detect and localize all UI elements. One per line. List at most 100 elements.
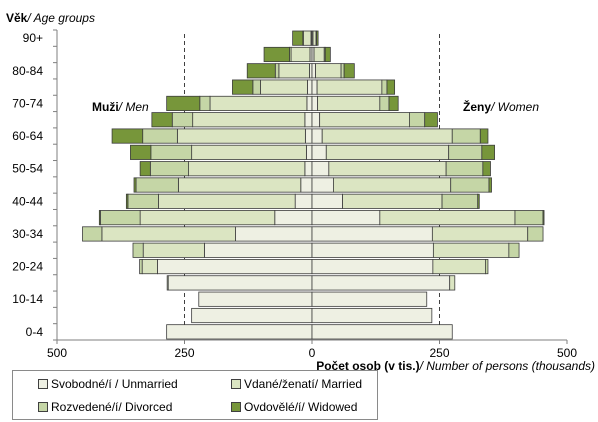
bar-men-75-79-s3: [232, 79, 254, 95]
y-tick-label: 30-34: [12, 227, 43, 241]
x-axis-title: Počet osob (v tis.)/ Number of persons (…: [316, 359, 595, 373]
bar-men-70-74-s2: [199, 95, 211, 111]
bar-men-10-14-s0: [198, 291, 313, 307]
bar-women-25-29-s2: [508, 242, 520, 258]
y-tick-label: 20-24: [12, 260, 43, 274]
bar-men-60-64-s1: [176, 128, 306, 144]
bar-women-80-84-s1: [315, 63, 342, 79]
legend-label-divorced: Rozvedené/í/ Divorced: [51, 400, 173, 414]
bar-women-15-19-s0: [311, 275, 451, 291]
bar-women-65-69-s1: [319, 112, 410, 128]
bar-men-15-19-s0: [167, 275, 313, 291]
legend-label-widowed: Ovdovělé/í/ Widowed: [244, 400, 358, 414]
bar-men-65-69-s1: [192, 112, 306, 128]
bar-women-40-44-s2: [441, 193, 479, 209]
legend-swatch-unmarried: [38, 378, 48, 389]
bar-women-70-74-s1: [317, 95, 381, 111]
bar-women-30-34-s1: [431, 226, 529, 242]
bar-women-70-74-s0: [311, 95, 319, 111]
bar-women-75-79-s0: [311, 79, 318, 95]
bar-women-0-4-s0: [311, 324, 453, 340]
x-tick-label: 0: [309, 346, 316, 360]
bar-men-70-74-s0: [306, 95, 313, 111]
bar-women-35-39-s3: [542, 210, 545, 226]
bar-men-40-44-s2: [127, 193, 159, 209]
bar-men-20-24-s2: [139, 259, 143, 275]
bar-women-40-44-s0: [311, 193, 344, 209]
women-label: Ženy/ Women: [463, 99, 539, 114]
bar-men-60-64-s2: [142, 128, 178, 144]
y-tick-label: 80-84: [12, 64, 43, 78]
bar-women-65-69-s0: [311, 112, 321, 128]
bar-men-65-69-s0: [304, 112, 313, 128]
bar-men-35-39-s1: [139, 210, 276, 226]
bar-men-40-44-s0: [294, 193, 313, 209]
bar-women-70-74-s3: [388, 95, 399, 111]
bar-series: [82, 30, 545, 340]
x-tick-label: 250: [174, 346, 194, 360]
bar-men-50-54-s0: [304, 161, 313, 177]
bar-men-70-74-s3: [166, 95, 201, 111]
bar-men-35-39-s0: [274, 210, 313, 226]
bar-women-40-44-s1: [342, 193, 443, 209]
bar-men-25-29-s2: [132, 242, 144, 258]
bar-women-20-24-s0: [311, 259, 434, 275]
men-label: Muži/ Men: [92, 100, 149, 114]
bar-men-40-44-s3: [125, 193, 129, 209]
bar-women-45-49-s2: [450, 177, 490, 193]
bar-men-75-79-s1: [260, 79, 308, 95]
bar-men-65-69-s3: [151, 112, 173, 128]
bar-men-45-49-s3: [133, 177, 137, 193]
bar-men-45-49-s2: [135, 177, 179, 193]
bar-men-15-19-s1: [166, 275, 169, 291]
bar-men-55-59-s2: [150, 144, 193, 160]
y-tick-label: 0-4: [26, 325, 44, 339]
bar-women-90+-s3: [316, 30, 319, 46]
legend-item-widowed: Ovdovělé/í/ Widowed: [231, 400, 357, 414]
bar-women-35-39-s0: [311, 210, 381, 226]
bar-women-50-54-s0: [311, 161, 330, 177]
legend-item-married: Vdané/ženatí/ Married: [231, 377, 362, 391]
bar-women-80-84-s0: [311, 63, 316, 79]
legend-swatch-married: [231, 378, 241, 389]
legend-swatch-divorced: [38, 401, 48, 412]
bar-women-55-59-s3: [481, 144, 495, 160]
bar-men-60-64-s0: [304, 128, 313, 144]
bar-men-80-84-s1: [278, 63, 310, 79]
bar-women-85-89-s1: [313, 46, 325, 63]
bar-men-5-9-s0: [191, 307, 313, 324]
bar-men-30-34-s1: [101, 226, 236, 242]
bar-women-15-19-s1: [449, 275, 456, 291]
bar-women-45-49-s3: [488, 177, 492, 193]
chart-axes: 0-4 10-14 20-24 30-34 40-44 50-54 60-64 70-74 80…: [12, 29, 577, 360]
bar-men-40-44-s1: [158, 193, 296, 209]
x-tick-label: 500: [557, 346, 577, 360]
bar-women-60-64-s2: [451, 128, 481, 144]
bar-women-40-44-s3: [477, 193, 480, 209]
bar-men-30-34-s2: [82, 226, 103, 242]
bar-men-55-59-s1: [191, 144, 307, 160]
x-tick-label: 250: [429, 346, 449, 360]
bar-women-55-59-s2: [448, 144, 483, 160]
bar-women-75-79-s1: [316, 79, 383, 95]
bar-men-35-39-s2: [99, 210, 141, 226]
bar-women-75-79-s3: [386, 79, 396, 95]
bar-women-20-24-s1: [432, 259, 486, 275]
bar-men-85-89-s1: [290, 46, 311, 63]
bar-men-20-24-s0: [157, 259, 313, 275]
bar-women-50-54-s3: [482, 161, 491, 177]
y-tick-label: 50-54: [12, 162, 43, 176]
y-tick-label: 70-74: [12, 96, 43, 110]
bar-men-50-54-s3: [139, 161, 151, 177]
bar-men-20-24-s1: [141, 259, 158, 275]
bar-women-80-84-s3: [343, 63, 355, 79]
bar-women-60-64-s3: [479, 128, 489, 144]
bar-men-75-79-s2: [252, 79, 261, 95]
bar-women-75-79-s2: [381, 79, 388, 95]
y-tick-label: 60-64: [12, 129, 43, 143]
bar-women-65-69-s3: [424, 112, 438, 128]
x-tick-label: 500: [47, 346, 67, 360]
bar-men-90+-s3: [292, 30, 304, 46]
bar-men-85-89-s3: [263, 46, 290, 63]
